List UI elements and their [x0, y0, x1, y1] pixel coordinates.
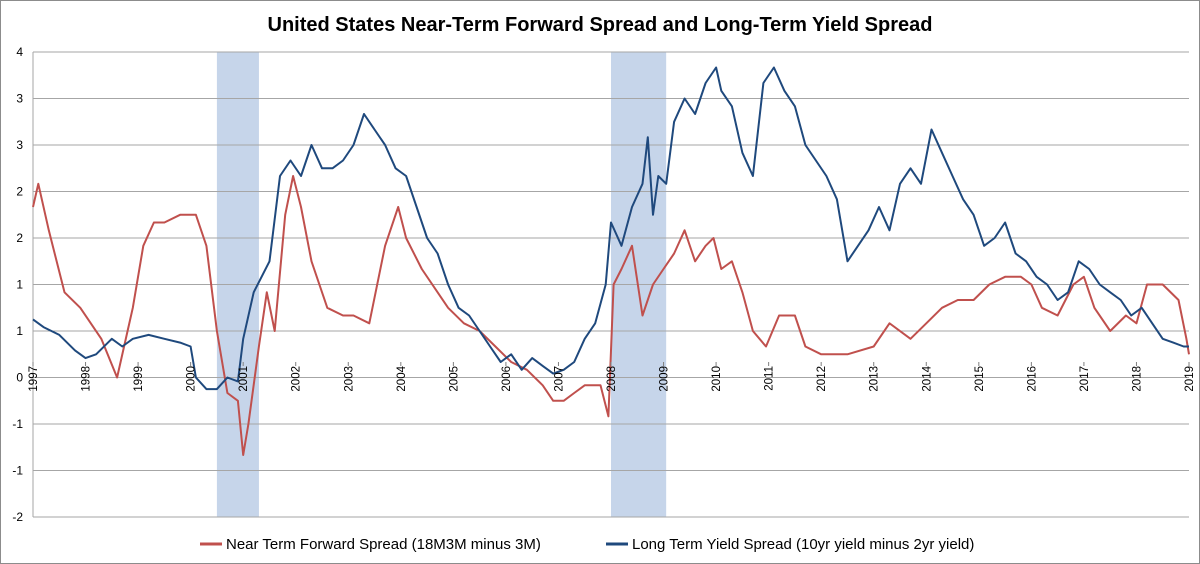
series-line-0 [32, 175, 1190, 456]
chart-title: United States Near-Term Forward Spread a… [268, 14, 933, 36]
x-tick-label-14: 2011 [764, 366, 776, 391]
x-tick-label-4: 2001 [238, 366, 250, 392]
y-tick-label-5: 1 [16, 278, 23, 292]
x-tick-label-18: 2015 [974, 366, 986, 392]
x-tick-label-2: 1999 [133, 366, 145, 392]
x-tick-label-0: 1997 [28, 366, 40, 392]
x-tick-label-21: 2018 [1131, 366, 1143, 392]
x-tick-label-6: 2003 [343, 366, 355, 392]
x-tick-label-19: 2016 [1026, 366, 1038, 392]
y-tick-label-8: -1 [12, 417, 23, 431]
legend: Near Term Forward Spread (18M3M minus 3M… [200, 536, 974, 553]
legend-label-long-term: Long Term Yield Spread (10yr yield minus… [632, 536, 974, 553]
x-tick-label-22: 2019 [1184, 366, 1196, 392]
x-tick-label-17: 2014 [921, 365, 933, 391]
y-tick-label-3: 2 [16, 185, 23, 199]
x-tick-label-12: 2009 [659, 366, 671, 392]
y-tick-label-6: 1 [16, 324, 23, 338]
y-tick-label-0: 4 [16, 45, 23, 59]
x-tick-label-16: 2013 [869, 366, 881, 392]
x-tick-label-10: 2007 [553, 366, 565, 392]
x-tick-label-1: 1998 [81, 366, 93, 392]
x-tick-label-8: 2005 [448, 366, 460, 392]
y-tick-label-1: 3 [16, 92, 23, 106]
y-axis-ticks: 4 3 3 2 2 1 1 0 -1 -1 -2 [12, 45, 23, 524]
x-tick-label-5: 2002 [291, 366, 303, 392]
y-tick-label-2: 3 [16, 138, 23, 152]
x-tick-label-3: 2000 [186, 366, 198, 392]
x-tick-label-9: 2006 [501, 366, 513, 392]
x-tick-label-20: 2017 [1079, 366, 1091, 392]
legend-label-near-term: Near Term Forward Spread (18M3M minus 3M… [226, 536, 541, 553]
y-tick-label-4: 2 [16, 231, 23, 245]
y-tick-label-10: -2 [12, 510, 23, 524]
x-tick-label-15: 2012 [816, 366, 828, 392]
x-tick-label-11: 2008 [606, 366, 618, 392]
series-line-1 [32, 66, 1189, 391]
x-tick-label-13: 2010 [711, 366, 723, 392]
y-tick-label-7: 0 [16, 371, 23, 385]
x-axis-ticks: 1997 1998 1999 2000 2001 2002 2003 2004 2005 2006… [28, 362, 1196, 392]
x-tick-label-7: 2004 [396, 365, 408, 391]
y-tick-label-9: -1 [12, 464, 23, 478]
series-lines [32, 66, 1190, 456]
